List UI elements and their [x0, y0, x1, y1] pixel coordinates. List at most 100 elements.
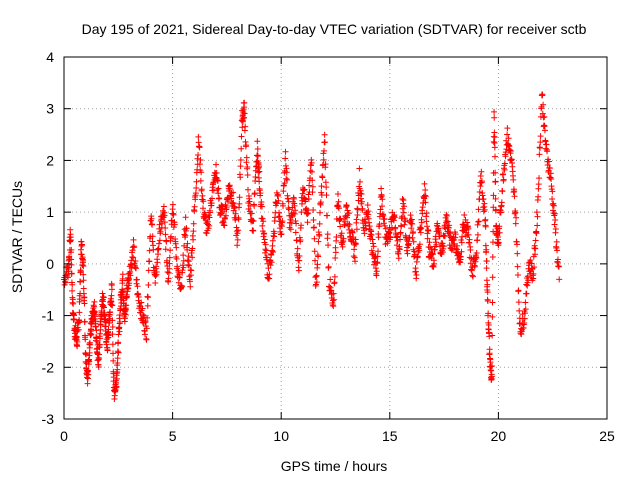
data-point	[77, 268, 84, 275]
data-point	[239, 124, 246, 131]
data-point	[116, 328, 123, 335]
data-point	[182, 232, 189, 239]
data-point	[457, 253, 464, 260]
data-point	[486, 346, 493, 353]
data-point	[377, 206, 384, 213]
data-point	[69, 281, 76, 288]
data-point	[443, 218, 450, 225]
data-point	[113, 375, 120, 382]
data-point	[254, 153, 261, 160]
data-point	[492, 195, 499, 202]
data-point	[312, 257, 319, 264]
data-point	[185, 261, 192, 268]
data-point	[485, 322, 492, 329]
data-point	[349, 229, 356, 236]
data-point	[189, 254, 196, 261]
data-point	[471, 263, 478, 270]
data-point	[481, 206, 488, 213]
data-point	[500, 171, 507, 178]
data-point	[361, 230, 368, 237]
data-point	[187, 266, 194, 273]
data-point	[350, 253, 357, 260]
y-tick-label: 1	[46, 204, 54, 220]
data-point	[311, 235, 318, 242]
data-point	[134, 291, 141, 298]
data-point	[281, 180, 288, 187]
data-point	[310, 206, 317, 213]
data-point	[100, 303, 107, 310]
data-point	[461, 211, 468, 218]
data-point	[515, 299, 522, 306]
data-point	[315, 253, 322, 260]
data-point	[338, 230, 345, 237]
data-point	[491, 134, 498, 141]
data-point	[154, 259, 161, 266]
data-point	[364, 201, 371, 208]
data-point	[489, 313, 496, 320]
data-point	[153, 263, 160, 270]
data-point	[532, 251, 539, 258]
data-point	[97, 321, 104, 328]
data-point	[130, 254, 137, 261]
data-point	[352, 258, 359, 265]
data-point	[80, 277, 87, 284]
data-point	[222, 215, 229, 222]
data-point	[105, 326, 112, 333]
data-point	[331, 279, 338, 286]
data-point	[514, 263, 521, 270]
data-point	[80, 263, 87, 270]
data-point	[353, 226, 360, 233]
data-point	[332, 255, 339, 262]
data-point	[370, 261, 377, 268]
data-point	[402, 218, 409, 225]
data-point	[549, 195, 556, 202]
data-point	[186, 262, 193, 269]
data-point	[70, 300, 77, 307]
data-point	[292, 207, 299, 214]
data-point	[510, 176, 517, 183]
data-point	[414, 253, 421, 260]
data-point	[283, 169, 290, 176]
data-point	[184, 246, 191, 253]
data-point	[311, 248, 318, 255]
data-point	[424, 223, 431, 230]
data-point	[235, 216, 242, 223]
data-point	[305, 196, 312, 203]
data-point	[496, 229, 503, 236]
data-point	[250, 227, 257, 234]
data-point	[421, 192, 428, 199]
data-point	[196, 144, 203, 151]
data-point	[467, 247, 474, 254]
data-point	[110, 350, 117, 357]
data-point	[516, 307, 523, 314]
data-point	[163, 238, 170, 245]
data-point	[465, 225, 472, 232]
data-point	[484, 281, 491, 288]
data-point	[191, 203, 198, 210]
data-point	[80, 257, 87, 264]
data-point	[234, 242, 241, 249]
data-point	[251, 202, 258, 209]
data-point	[547, 170, 554, 177]
data-point	[112, 387, 119, 394]
data-point	[127, 272, 134, 279]
data-point	[186, 278, 193, 285]
data-point	[196, 161, 203, 168]
data-point	[440, 243, 447, 250]
data-point	[446, 242, 453, 249]
data-point	[550, 202, 557, 209]
data-point	[293, 220, 300, 227]
data-point	[340, 235, 347, 242]
y-tick-label: -3	[42, 411, 55, 427]
data-point	[156, 237, 163, 244]
data-point	[454, 242, 461, 249]
data-point	[406, 234, 413, 241]
data-point	[143, 336, 150, 343]
data-point	[531, 242, 538, 249]
data-point	[248, 210, 255, 217]
data-point	[527, 257, 534, 264]
data-point	[68, 246, 75, 253]
data-point	[475, 218, 482, 225]
data-point	[345, 210, 352, 217]
data-point	[321, 147, 328, 154]
